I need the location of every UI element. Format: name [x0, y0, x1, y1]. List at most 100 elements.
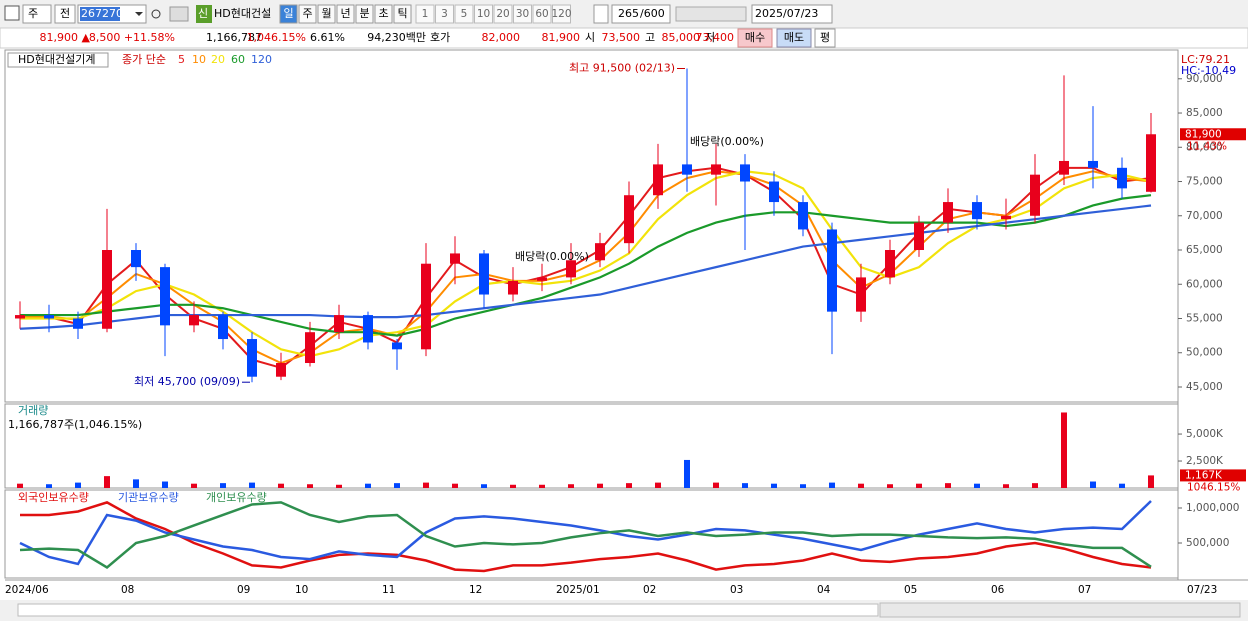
x-tick-label: 06: [991, 584, 1005, 596]
minute-label[interactable]: 5: [461, 8, 468, 20]
dropdown-arrow[interactable]: [135, 12, 143, 16]
volume-bar: [742, 483, 748, 488]
volume-bar: [626, 483, 632, 488]
volume-bar: [800, 484, 806, 488]
volume-bar: [684, 459, 690, 488]
unit-button[interactable]: [298, 4, 317, 24]
code-highlight: [80, 7, 120, 21]
info-low: 73,400: [696, 31, 735, 44]
candle-body: [682, 164, 692, 175]
unit-label[interactable]: 분: [359, 7, 369, 20]
badge: 신: [198, 7, 208, 20]
dividend-note: 배당락(0.00%): [690, 135, 764, 148]
moving-average: [20, 194, 1152, 337]
last-price: 81,900: [1185, 128, 1222, 140]
volume-bar: [1061, 412, 1067, 488]
tool-icons[interactable]: [675, 6, 747, 22]
unit-button[interactable]: [393, 4, 412, 24]
volume-bar: [307, 484, 313, 488]
volume-bar: [336, 484, 342, 488]
minute-button[interactable]: [474, 4, 493, 24]
minute-button[interactable]: [454, 4, 474, 24]
moving-average: [19, 166, 1152, 369]
minute-label[interactable]: 20: [496, 8, 509, 20]
prev-box[interactable]: [54, 4, 76, 24]
unit-button[interactable]: [355, 4, 374, 24]
unit-label[interactable]: 초: [378, 7, 388, 20]
blank-dropdown[interactable]: [593, 4, 609, 24]
sell-button[interactable]: [776, 28, 812, 48]
info-low-label: 저: [705, 31, 715, 44]
count[interactable]: 265: [618, 7, 639, 20]
menu-icon[interactable]: [4, 5, 20, 21]
period[interactable]: 주: [28, 7, 38, 20]
minute-label[interactable]: 120: [551, 8, 571, 20]
candle-body: [885, 250, 895, 278]
volume-bar: [1032, 483, 1038, 488]
y-tick-label: 70,000: [1186, 210, 1223, 222]
minute-button[interactable]: [435, 4, 454, 24]
zoom-tools[interactable]: [879, 602, 1241, 618]
avg-label[interactable]: 평: [820, 31, 830, 44]
sell-label[interactable]: 매도: [784, 31, 804, 44]
candle-body: [711, 164, 721, 175]
candle-body: [508, 280, 518, 295]
x-tick-label: 09: [237, 584, 250, 596]
volume-subtitle: 1,166,787주(1,046.15%): [8, 418, 142, 431]
y-tick-label: 50,000: [1186, 347, 1223, 359]
date-box[interactable]: [751, 4, 833, 24]
candle-body: [1088, 160, 1098, 168]
minute-label[interactable]: 1: [422, 8, 429, 20]
volume-bar: [278, 483, 284, 488]
unit-button[interactable]: [317, 4, 336, 24]
code[interactable]: 267270: [81, 7, 123, 20]
date[interactable]: 2025/07/23: [755, 7, 818, 20]
unit-label[interactable]: 년: [340, 7, 350, 20]
count-box[interactable]: [611, 4, 671, 24]
candle-body: [1030, 174, 1040, 216]
scroll-track[interactable]: [17, 603, 879, 617]
minute-label[interactable]: 60: [535, 8, 548, 20]
avg-button[interactable]: [814, 28, 836, 48]
volume-bar: [452, 483, 458, 488]
x-tick-label: 03: [730, 584, 743, 596]
minute-button[interactable]: [552, 4, 571, 24]
unit-button[interactable]: [336, 4, 355, 24]
y-tick-label: 60,000: [1186, 278, 1223, 290]
candle-body: [247, 339, 257, 377]
candle-body: [305, 332, 315, 364]
buy-button[interactable]: [737, 28, 773, 48]
info-volume: 1,166,787: [206, 31, 262, 44]
unit-button[interactable]: [279, 4, 298, 24]
minute-label[interactable]: 30: [516, 8, 529, 20]
candle-body: [73, 318, 83, 329]
last-price-box: [1180, 128, 1246, 141]
candle-body: [798, 202, 808, 230]
minute-button[interactable]: [532, 4, 552, 24]
unit-button[interactable]: [374, 4, 393, 24]
unit-label[interactable]: 주: [302, 7, 312, 20]
ma-label: 종가 단순: [122, 53, 166, 66]
minute-button[interactable]: [513, 4, 532, 24]
minute-label[interactable]: 3: [441, 8, 448, 20]
legend-entry: 20: [211, 53, 225, 66]
volume-bar: [655, 482, 661, 488]
volume-bar: [133, 479, 139, 488]
unit-label[interactable]: 틱: [397, 7, 407, 20]
sound-icon[interactable]: [169, 6, 189, 22]
search-icon[interactable]: [151, 9, 161, 19]
unit-label[interactable]: 일: [283, 6, 293, 20]
period-box[interactable]: [22, 4, 52, 24]
minute-button[interactable]: [493, 4, 513, 24]
candle-body: [102, 250, 112, 329]
unit-label[interactable]: 월: [321, 7, 331, 20]
y-tick-label: 75,000: [1186, 176, 1223, 188]
dividend-note: 배당락(0.00%): [515, 250, 589, 263]
buy-label[interactable]: 매수: [745, 31, 765, 44]
candle-body: [827, 229, 837, 312]
minute-label[interactable]: 10: [477, 8, 490, 20]
high-note: 최고 91,500 (02/13): [569, 62, 675, 75]
minute-button[interactable]: [415, 4, 435, 24]
legend-entry: 120: [251, 53, 272, 66]
prev[interactable]: 전: [60, 7, 70, 20]
